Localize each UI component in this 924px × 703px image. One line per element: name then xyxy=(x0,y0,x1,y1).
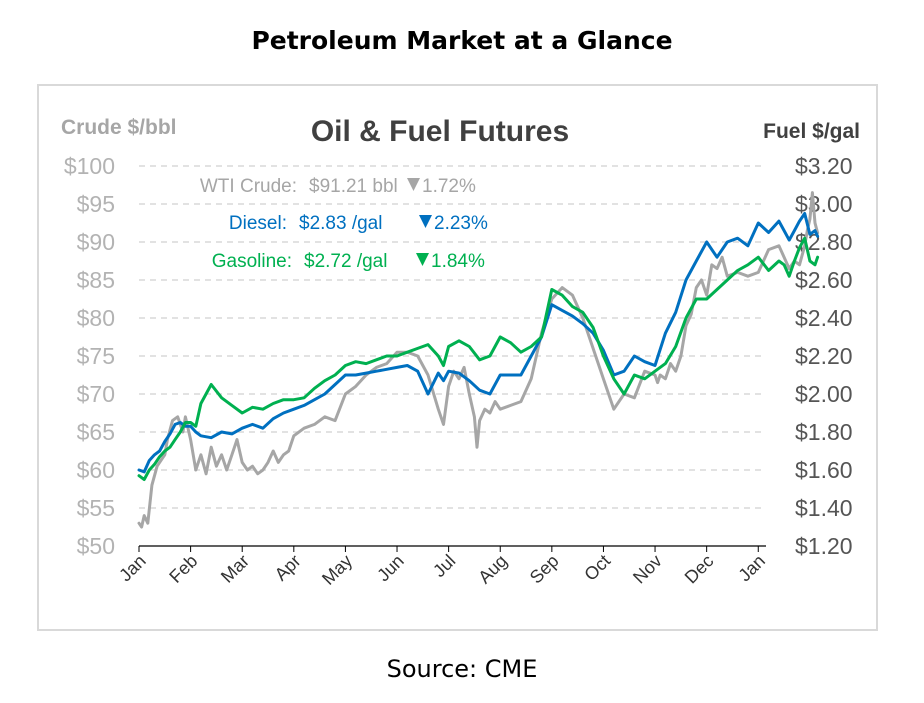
series-lines xyxy=(137,191,820,529)
x-axis-tick-label: Jan xyxy=(734,551,769,586)
series-line-wti-crude xyxy=(137,191,820,529)
down-arrow-icon xyxy=(419,215,432,228)
annotation-change: 1.84% xyxy=(431,251,485,272)
x-axis-tick-label: Jul xyxy=(429,551,459,581)
right-axis-tick-label: $1.80 xyxy=(795,419,853,445)
chart-frame: $100 $95 $90 $85 $80 $75 $70 $65 $60 $55 $50 $3.20… xyxy=(37,84,878,631)
x-axis-tick-label: May xyxy=(318,551,356,589)
series-line-gasoline xyxy=(137,236,820,481)
annotation-value: $91.21 bbl xyxy=(309,176,398,197)
right-axis-tick-label: $2.20 xyxy=(795,343,853,369)
left-axis-tick-labels: $100 $95 $90 $85 $80 $75 $70 $65 $60 $55 $50 xyxy=(64,153,115,559)
left-axis-tick-label: $60 xyxy=(77,457,115,483)
page-title: Petroleum Market at a Glance xyxy=(251,26,673,55)
x-axis-tick-label: Oct xyxy=(580,551,614,585)
x-axis-tick-label: Jun xyxy=(373,551,408,586)
left-axis-tick-label: $90 xyxy=(77,229,115,255)
right-axis-tick-label: $2.60 xyxy=(795,267,853,293)
left-axis-tick-label: $55 xyxy=(77,495,115,521)
x-axis-tick-label: Apr xyxy=(271,551,305,585)
left-axis-tick-label: $100 xyxy=(64,153,115,179)
right-axis-tick-label: $2.40 xyxy=(795,305,853,331)
annotation-value: $2.72 /gal xyxy=(304,251,387,272)
x-axis: Jan Feb Mar Apr May Jun Jul Aug Sep Oct Nov Dec Jan xyxy=(115,545,769,589)
down-arrow-icon xyxy=(407,178,420,191)
left-axis-tick-label: $95 xyxy=(77,191,115,217)
right-axis-tick-label: $3.20 xyxy=(795,153,853,179)
series-line-diesel xyxy=(137,212,820,474)
left-axis-tick-label: $80 xyxy=(77,305,115,331)
x-axis-tick-label: Feb xyxy=(165,551,201,587)
left-axis-tick-label: $50 xyxy=(77,533,115,559)
annotation-value: $2.83 /gal xyxy=(299,213,382,234)
left-axis-tick-label: $85 xyxy=(77,267,115,293)
left-axis-tick-label: $70 xyxy=(77,381,115,407)
right-axis-tick-label: $1.60 xyxy=(795,457,853,483)
left-axis-tick-label: $65 xyxy=(77,419,115,445)
x-axis-tick-label: Mar xyxy=(217,551,253,587)
price-annotations: WTI Crude: $91.21 bbl 1.72% Diesel: $2.83 /g… xyxy=(200,176,488,272)
down-arrow-icon xyxy=(416,253,429,266)
x-axis-tick-label: Dec xyxy=(681,551,718,588)
annotation-label: Gasoline: xyxy=(212,251,292,272)
right-axis-tick-label: $2.00 xyxy=(795,381,853,407)
left-axis-tick-label: $75 xyxy=(77,343,115,369)
annotation-change: 2.23% xyxy=(434,213,488,234)
right-axis-tick-label: $1.20 xyxy=(795,533,853,559)
x-axis-tick-label: Nov xyxy=(629,551,666,588)
x-axis-tick-label: Aug xyxy=(474,551,511,588)
gridlines xyxy=(139,165,766,509)
annotation-label: Diesel: xyxy=(229,213,287,234)
chart-title: Oil & Fuel Futures xyxy=(311,115,569,148)
x-axis-tick-label: Sep xyxy=(526,551,563,588)
right-axis-tick-label: $1.40 xyxy=(795,495,853,521)
oil-fuel-futures-chart: $100 $95 $90 $85 $80 $75 $70 $65 $60 $55 $50 $3.20… xyxy=(61,115,860,589)
annotation-change: 1.72% xyxy=(422,176,476,197)
x-axis-tick-label: Jan xyxy=(115,551,150,586)
source-note: Source: CME xyxy=(386,655,538,683)
annotation-label: WTI Crude: xyxy=(200,176,297,197)
right-axis-title: Fuel $/gal xyxy=(763,120,860,143)
left-axis-title: Crude $/bbl xyxy=(61,116,177,139)
